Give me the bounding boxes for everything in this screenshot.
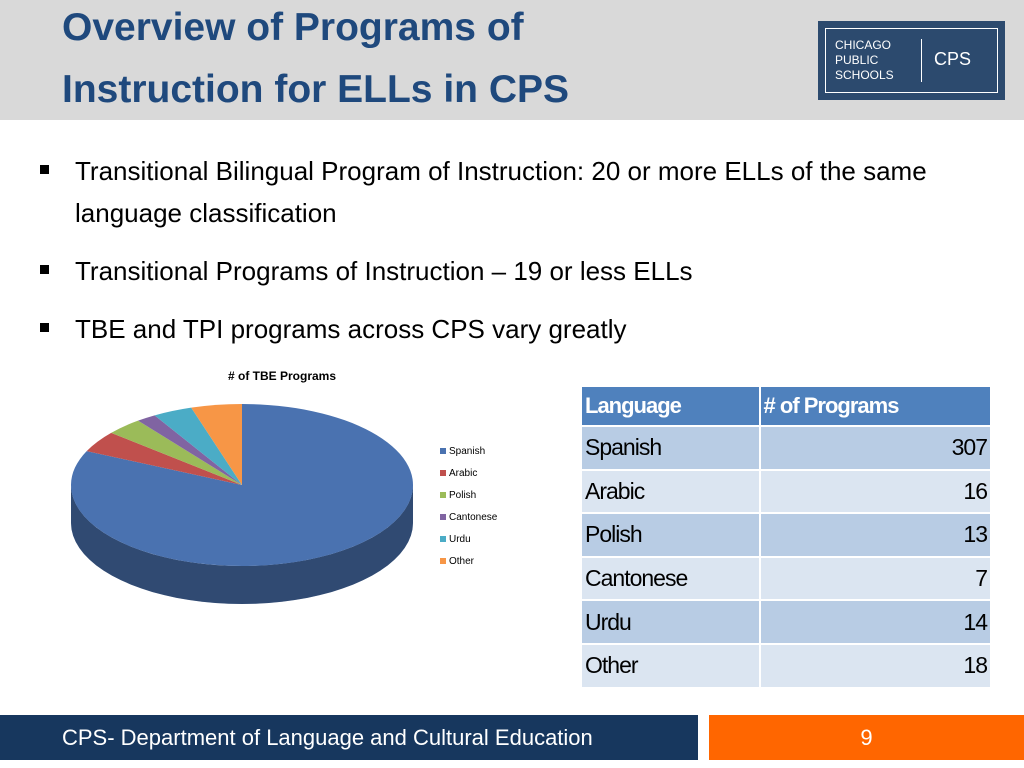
page-number: 9 (709, 715, 1024, 760)
table-cell: 7 (758, 555, 993, 602)
footer: CPS- Department of Language and Cultural… (0, 715, 698, 760)
logo-text: PUBLIC (835, 53, 879, 67)
legend-label: Arabic (449, 468, 477, 479)
legend-swatch (440, 492, 446, 498)
table-cell: 14 (758, 599, 993, 645)
title-line: Instruction for ELLs in CPS (62, 68, 570, 111)
table-cell: Spanish (580, 425, 761, 471)
chart-title: # of TBE Programs (228, 369, 336, 383)
legend-swatch (440, 536, 446, 542)
pie-slice (154, 407, 242, 485)
logo-text: CHICAGO (835, 38, 892, 52)
pie-slice-side (71, 485, 413, 604)
table-cell: 16 (758, 468, 993, 515)
pie-slice (111, 420, 242, 485)
table-cell: Cantonese (580, 555, 761, 602)
table-cell: 18 (758, 642, 993, 689)
legend-swatch (440, 470, 446, 476)
table-cell: Urdu (580, 599, 761, 645)
pie-slice (86, 432, 243, 485)
table-cell: Polish (580, 512, 761, 558)
bullet-text: Transitional Bilingual Program of Instru… (75, 156, 927, 228)
table-row: Spanish 307 (580, 425, 993, 471)
bullet: Transitional Programs of Instruction – 1… (40, 250, 960, 292)
pie-slice (71, 404, 414, 566)
table-row: Polish 13 (580, 512, 993, 558)
legend-swatch (440, 514, 446, 520)
pie-side-shade (71, 485, 413, 604)
legend-label: Polish (449, 490, 476, 501)
legend-label: Other (449, 556, 475, 567)
title-line: Overview of Programs of (62, 6, 524, 49)
bullet: TBE and TPI programs across CPS vary gre… (40, 308, 960, 350)
footer-text: CPS- Department of Language and Cultural… (62, 725, 593, 750)
bullet-text: Transitional Programs of Instruction – 1… (75, 256, 693, 286)
bullet-text: TBE and TPI programs across CPS vary gre… (75, 314, 627, 344)
pie-slice (138, 415, 242, 485)
legend-swatch (440, 558, 446, 564)
table-cell: Other (580, 642, 761, 689)
legend-label: Spanish (449, 446, 485, 457)
table-row: Urdu 14 (580, 599, 993, 645)
logo: CHICAGO PUBLIC SCHOOLS CPS (818, 21, 1005, 100)
table-row: Other 18 (580, 642, 993, 689)
pie-chart: # of TBE Programs Spanish Arabic Polish Can… (71, 369, 498, 604)
logo-text: SCHOOLS (835, 68, 894, 82)
header-cell: # of Programs (758, 385, 993, 427)
table-cell: 307 (758, 425, 993, 471)
table-row: Arabic 16 (580, 468, 993, 515)
bullet: Transitional Bilingual Program of Instru… (40, 150, 960, 234)
table-cell: 13 (758, 512, 993, 558)
header-cell: Language (580, 385, 761, 427)
pie-slice (191, 404, 242, 485)
legend-swatch (440, 448, 446, 454)
table: Language # of Programs Spanish 307 Arabic 16… (580, 385, 993, 689)
table-cell: Arabic (580, 468, 761, 515)
legend-label: Cantonese (449, 512, 498, 523)
legend-label: Urdu (449, 534, 471, 545)
table-row: Cantonese 7 (580, 555, 993, 602)
logo-abbr: CPS (934, 49, 972, 69)
